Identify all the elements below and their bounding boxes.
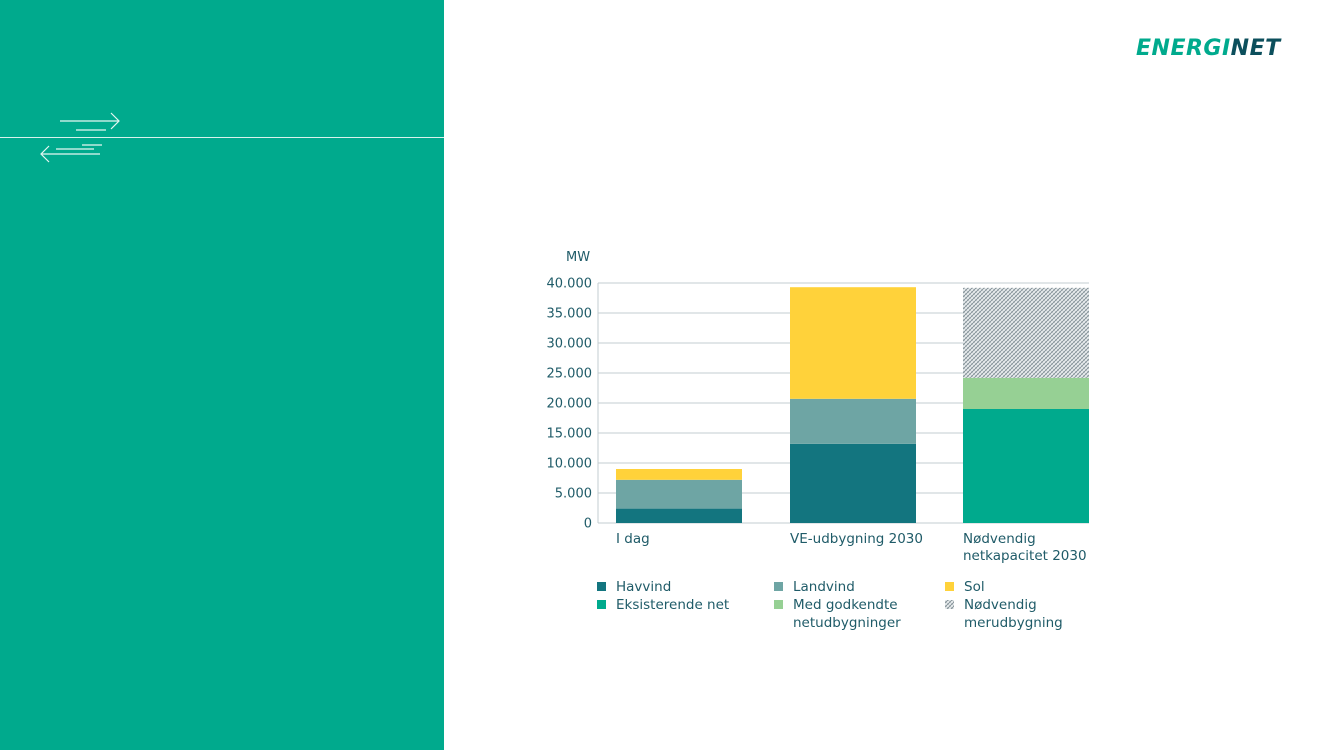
category-label: VE-udbygning 2030 xyxy=(790,531,923,547)
y-tick-label: 35.000 xyxy=(547,307,593,322)
legend-label: Sol xyxy=(964,579,985,595)
legend-label: Med godkendte netudbygninger xyxy=(793,597,901,631)
legend-swatch xyxy=(597,600,606,609)
y-tick-label: 15.000 xyxy=(547,427,593,442)
y-tick-label: 40.000 xyxy=(547,277,593,292)
y-tick-label: 5.000 xyxy=(555,487,592,502)
legend-swatch xyxy=(774,600,783,609)
y-tick-label: 10.000 xyxy=(547,457,593,472)
legend-label: Havvind xyxy=(616,579,671,595)
category-label: Nødvendig netkapacitet 2030 xyxy=(963,531,1087,564)
legend-label: Landvind xyxy=(793,579,855,595)
bar-segment xyxy=(963,409,1089,523)
y-tick-label: 0 xyxy=(584,517,592,532)
y-tick-label: 20.000 xyxy=(547,397,593,412)
legend-swatch xyxy=(945,600,954,609)
bar-segment xyxy=(790,287,916,399)
legend-swatch xyxy=(774,582,783,591)
bar-segment xyxy=(790,398,916,444)
y-axis-label: MW xyxy=(566,250,590,265)
bar-segment xyxy=(963,287,1089,378)
legend-swatch xyxy=(945,582,954,591)
divider-line xyxy=(0,137,444,138)
left-panel xyxy=(0,0,444,750)
y-tick-label: 30.000 xyxy=(547,337,593,352)
bar-segment xyxy=(616,508,742,523)
y-tick-label: 25.000 xyxy=(547,367,593,382)
energinet-logo: ENERGINET xyxy=(1136,36,1281,61)
legend-label: Eksisterende net xyxy=(616,597,729,613)
bar-segment xyxy=(616,469,742,480)
legend-swatch xyxy=(597,582,606,591)
category-label: I dag xyxy=(616,531,650,547)
exchange-arrows-icon xyxy=(40,112,120,163)
bar-segment xyxy=(790,443,916,523)
legend-label: Nødvendig merudbygning xyxy=(964,597,1063,631)
bar-segment xyxy=(616,479,742,509)
bar-segment xyxy=(963,377,1089,409)
